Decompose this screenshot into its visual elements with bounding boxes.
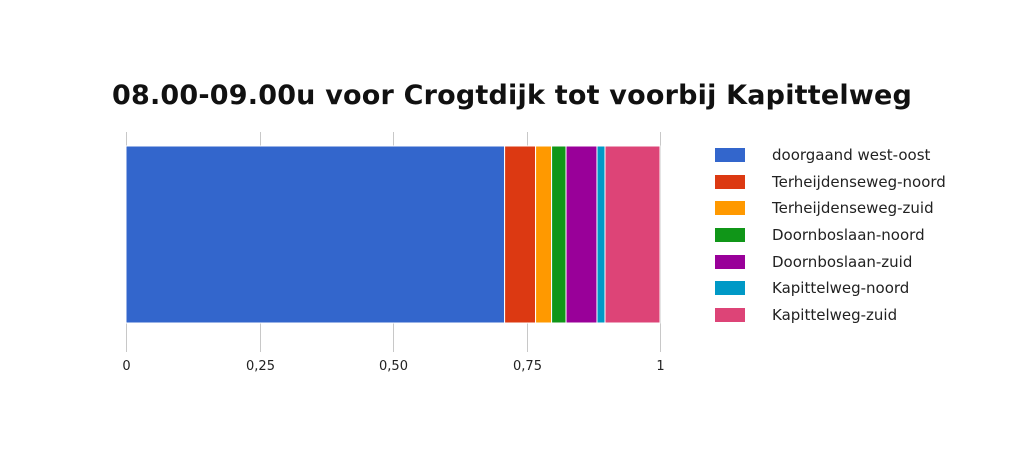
bar-segment-kapittelweg-noord [596,145,606,324]
legend-label: Doornboslaan-noord [772,226,925,245]
x-tick-label: 0,25 [246,359,275,374]
bar-segments [125,145,661,324]
legend-swatch [715,228,745,243]
legend-label: Kapittelweg-zuid [772,305,898,324]
legend-item: Terheijdenseweg-zuid [715,195,946,222]
legend-item: doorgaand west-oost [715,142,946,169]
legend: doorgaand west-oost Terheijdenseweg-noord… [715,142,946,328]
legend-swatch [715,281,745,296]
bar-segment-doorgaand-west-oost [125,145,506,324]
legend-label: doorgaand west-oost [772,146,931,165]
x-tick-label: 0 [122,359,130,374]
legend-label: Terheijdenseweg-noord [772,172,946,191]
legend-label: Terheijdenseweg-zuid [772,199,934,218]
legend-item: Doornboslaan-zuid [715,248,946,275]
chart-title: 08.00-09.00u voor Crogtdijk tot voorbij … [111,80,913,111]
bar-segment-terheijdenseweg-noord [504,145,537,324]
legend-swatch [715,174,745,189]
legend-label: Doornboslaan-zuid [772,252,913,271]
x-tick-label: 1 [656,359,664,374]
legend-item: Kapittelweg-zuid [715,302,946,329]
legend-item: Terheijdenseweg-noord [715,169,946,196]
legend-swatch [715,307,745,322]
x-tick-label: 0,75 [513,359,542,374]
bar-segment-terheijdenseweg-zuid [535,145,553,324]
bar-segment-doornboslaan-noord [551,145,567,324]
bar-segment-doornboslaan-zuid [565,145,598,324]
x-tick-label: 0,50 [379,359,408,374]
legend-item: Doornboslaan-noord [715,222,946,249]
legend-swatch [715,201,745,216]
legend-swatch [715,148,745,163]
legend-label: Kapittelweg-noord [772,279,910,298]
legend-swatch [715,254,745,269]
bar-segment-kapittelweg-zuid [604,145,661,324]
legend-item: Kapittelweg-noord [715,275,946,302]
x-axis-ticks: 0 0,25 0,50 0,75 1 [122,359,664,374]
